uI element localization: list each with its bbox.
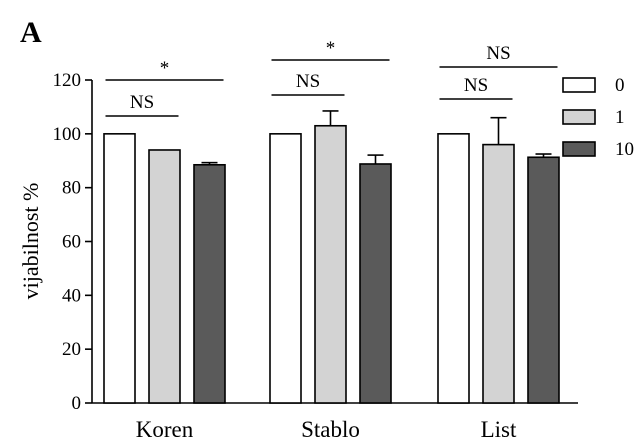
bar xyxy=(103,133,136,404)
significance-label: NS xyxy=(296,71,320,92)
bar xyxy=(482,143,515,404)
bar xyxy=(148,149,181,404)
axes: 0 20 40 60 80 100 120 Koren Stablo List xyxy=(53,70,578,441)
significance-label: * xyxy=(326,38,336,59)
y-tick-label: 100 xyxy=(53,124,82,145)
legend-swatch xyxy=(562,109,596,125)
bars xyxy=(103,110,560,404)
y-tick-label: 0 xyxy=(72,393,82,414)
x-category-label: Koren xyxy=(136,417,194,441)
significance-label: NS xyxy=(486,43,510,64)
legend-label: 10 xyxy=(615,139,634,160)
y-tick-label: 60 xyxy=(62,232,81,253)
y-tick-label: 40 xyxy=(62,285,81,306)
legend-swatch xyxy=(562,77,596,93)
legend-label: 0 xyxy=(615,75,625,96)
legend-swatch xyxy=(562,141,596,157)
bar xyxy=(314,124,347,404)
significance-label: NS xyxy=(464,75,488,96)
x-category-label: List xyxy=(481,417,517,441)
significance-label: NS xyxy=(130,92,154,113)
legend-label: 1 xyxy=(615,107,625,128)
panel-label: A xyxy=(20,16,42,49)
bar xyxy=(527,156,560,404)
bar xyxy=(193,163,226,404)
y-tick-label: 120 xyxy=(53,70,82,91)
bar xyxy=(359,163,392,404)
bar xyxy=(269,133,302,404)
bar xyxy=(437,133,470,404)
significance-annotations: NS * NS * NS NS xyxy=(105,38,558,117)
x-category-label: Stablo xyxy=(301,417,360,441)
y-axis-label: vijabilnost % xyxy=(18,183,43,300)
y-tick-label: 80 xyxy=(62,178,81,199)
y-tick-label: 20 xyxy=(62,339,81,360)
significance-label: * xyxy=(160,58,170,79)
legend: 0 1 10 xyxy=(562,75,634,160)
